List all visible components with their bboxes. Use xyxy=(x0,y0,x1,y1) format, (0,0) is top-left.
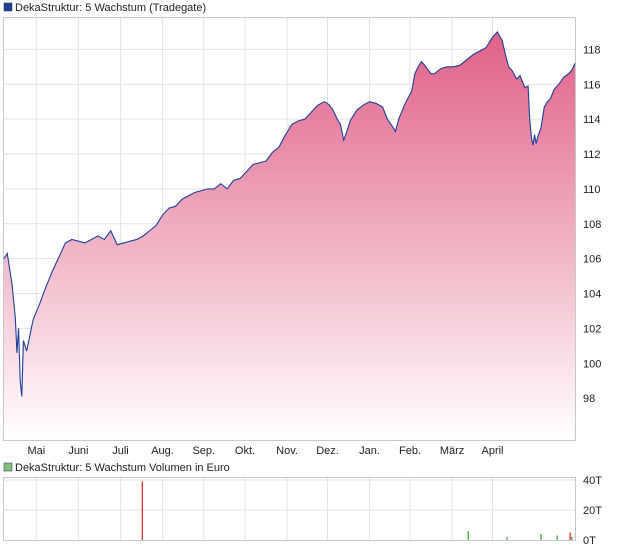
main-x-tick-label: Dez. xyxy=(316,445,339,457)
volume-y-tick-label: 0T xyxy=(583,535,596,546)
main-y-tick-label: 112 xyxy=(583,149,601,161)
main-x-axis-labels: Mai Juni Juli Aug. Sep. Okt. Nov. Dez. Jan. Feb. M… xyxy=(27,445,503,457)
main-y-tick-label: 104 xyxy=(583,289,601,301)
main-y-tick-label: 98 xyxy=(583,393,595,405)
volume-bar xyxy=(556,535,558,540)
volume-plot-area xyxy=(3,477,576,541)
volume-grid xyxy=(4,478,575,540)
main-y-axis-labels: 98 100 102 104 106 108 110 112 114 116 118 xyxy=(583,44,601,405)
main-x-tick-label: Sep. xyxy=(192,445,215,457)
main-x-tick-label: Jan. xyxy=(359,445,380,457)
price-area-fill xyxy=(4,31,575,440)
main-x-tick-label: Juni xyxy=(68,445,88,457)
main-x-tick-label: Juli xyxy=(112,445,129,457)
main-y-tick-label: 100 xyxy=(583,358,601,370)
main-chart-title: DekaStruktur: 5 Wachstum (Tradegate) xyxy=(15,2,206,14)
main-x-tick-label: Nov. xyxy=(276,445,298,457)
price-line xyxy=(3,31,576,397)
main-y-tick-label: 106 xyxy=(583,254,601,266)
volume-y-axis-labels: 40T 20T 0T xyxy=(583,475,602,547)
main-x-tick-label: März xyxy=(440,445,464,457)
volume-bar xyxy=(506,537,508,540)
main-x-tick-label: Mai xyxy=(27,445,45,457)
volume-bar xyxy=(571,537,573,540)
volume-y-tick-label: 40T xyxy=(583,475,602,487)
volume-bar xyxy=(141,481,143,540)
volume-bar xyxy=(467,531,469,540)
volume-bar xyxy=(540,534,542,540)
main-x-tick-label: April xyxy=(481,445,503,457)
main-x-tick-label: Okt. xyxy=(235,445,255,457)
main-y-tick-label: 118 xyxy=(583,44,601,56)
main-y-tick-label: 116 xyxy=(583,79,601,91)
main-y-tick-label: 114 xyxy=(583,114,601,126)
volume-bar xyxy=(569,532,571,540)
main-y-tick-label: 108 xyxy=(583,219,601,231)
volume-legend-swatch xyxy=(3,462,13,472)
main-x-tick-label: Aug. xyxy=(151,445,174,457)
volume-bars xyxy=(141,481,573,540)
main-y-tick-label: 110 xyxy=(583,184,601,196)
main-x-tick-label: Feb. xyxy=(399,445,421,457)
volume-y-tick-label: 20T xyxy=(583,505,602,517)
main-y-tick-label: 102 xyxy=(583,323,601,335)
main-legend-swatch xyxy=(3,2,13,12)
volume-chart-title: DekaStruktur: 5 Wachstum Volumen in Euro xyxy=(15,462,230,474)
